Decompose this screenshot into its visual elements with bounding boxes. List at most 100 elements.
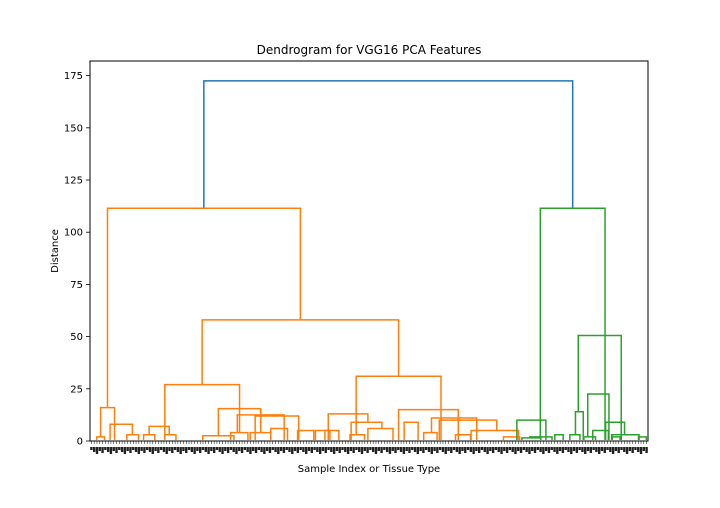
leaf-label-glyph: [274, 447, 277, 452]
leaf-label-glyph: [458, 447, 461, 454]
leaf-label-glyph: [355, 447, 358, 450]
leaf-label-glyph: [466, 447, 470, 450]
y-axis-label: Distance: [50, 229, 61, 273]
leaf-label-glyph: [399, 447, 403, 452]
leaf-label-glyph: [609, 447, 612, 452]
dendrogram-link: [106, 207, 302, 408]
leaf-label-glyph: [316, 447, 319, 452]
leaf-label-glyph: [620, 447, 623, 450]
leaf-label-glyph: [411, 447, 414, 450]
leaf-label-glyph: [360, 447, 364, 454]
leaf-label-glyph: [631, 447, 634, 453]
leaf-label-glyph: [104, 447, 107, 450]
leaf-label-glyph: [405, 447, 408, 451]
dendrogram-link: [164, 433, 177, 440]
dendrogram-link: [637, 436, 648, 440]
dendrogram-link: [521, 437, 542, 440]
leaf-label-glyph: [628, 447, 632, 451]
leaf-label-glyph: [570, 447, 573, 454]
leaf-label-glyph: [461, 447, 464, 451]
dendrogram-link: [249, 431, 272, 440]
leaf-label-glyph: [134, 447, 138, 452]
leaf-label-glyph: [171, 447, 174, 453]
leaf-label-glyph: [101, 447, 104, 453]
leaf-label-glyph: [575, 447, 579, 453]
leaf-label-glyph: [268, 447, 272, 453]
leaf-label-glyph: [478, 447, 481, 453]
dendrogram-link: [403, 421, 419, 440]
leaf-label-glyph: [151, 447, 154, 454]
leaf-label-glyph: [243, 447, 247, 450]
leaf-label-glyph: [625, 447, 629, 454]
leaf-label-glyph: [369, 447, 372, 450]
dendrogram-link: [528, 436, 553, 440]
leaf-label-glyph: [310, 447, 314, 453]
leaf-label-glyph: [531, 447, 534, 451]
leaf-label-glyph: [285, 447, 288, 450]
dendrogram-link: [324, 429, 340, 440]
leaf-label-glyph: [397, 447, 400, 450]
leaf-label-glyph: [639, 447, 643, 454]
leaf-label-glyph: [363, 447, 367, 451]
leaf-label-glyph: [617, 447, 620, 453]
leaf-label-glyph: [293, 447, 297, 451]
leaf-label-glyph: [349, 447, 353, 451]
leaf-label-glyph: [500, 447, 503, 454]
leaf-label-glyph: [427, 447, 431, 452]
leaf-label-glyph: [201, 447, 205, 450]
dendrogram-link: [236, 414, 285, 440]
chart-title: Dendrogram for VGG16 PCA Features: [257, 43, 482, 57]
dendrogram-link: [516, 419, 547, 440]
leaf-label-glyph: [257, 447, 260, 450]
leaf-label-glyph: [533, 447, 537, 453]
leaf-label-glyph: [371, 447, 375, 452]
leaf-label-glyph: [447, 447, 450, 451]
leaf-label-glyph: [455, 447, 459, 452]
leaf-label-glyph: [603, 447, 606, 453]
leaf-label-glyph: [246, 447, 249, 452]
dendrogram-link: [126, 433, 140, 440]
leaf-label-glyph: [165, 447, 168, 454]
leaf-label-glyph: [572, 447, 576, 451]
leaf-label-glyph: [129, 447, 132, 453]
leaf-label-glyph: [517, 447, 520, 451]
leaf-label-glyph: [550, 447, 553, 450]
leaf-label-glyph: [556, 447, 559, 454]
leaf-label-glyph: [302, 447, 305, 452]
leaf-label-glyph: [346, 447, 350, 454]
leaf-label-glyph: [95, 447, 99, 454]
dendrogram-links: [95, 80, 648, 440]
leaf-label-glyph: [584, 447, 587, 454]
leaf-label-glyph: [277, 447, 280, 454]
leaf-label-glyph: [109, 447, 113, 454]
leaf-label-glyph: [330, 447, 333, 452]
leaf-label-glyph: [408, 447, 411, 453]
dendrogram-link: [611, 436, 621, 440]
leaf-label-glyph: [291, 447, 294, 454]
leaf-label-glyph: [313, 447, 316, 450]
y-tick-label: 175: [64, 71, 83, 82]
dendrogram-link: [422, 431, 438, 440]
y-tick-label: 25: [70, 384, 83, 395]
leaf-label-glyph: [179, 447, 182, 454]
leaf-label-glyph: [519, 447, 523, 453]
leaf-label-glyph: [252, 447, 255, 451]
leaf-label-glyph: [358, 447, 361, 452]
leaf-label-glyph: [480, 447, 484, 450]
leaf-label-glyph: [430, 447, 433, 454]
leaf-label-glyph: [173, 447, 177, 450]
leaf-label-glyph: [542, 447, 545, 454]
leaf-label-glyph: [193, 447, 196, 454]
leaf-label-glyph: [600, 447, 604, 451]
leaf-label-glyph: [595, 447, 598, 452]
leaf-label-glyph: [182, 447, 185, 451]
leaf-label-glyph: [438, 447, 442, 450]
leaf-label-glyph: [341, 447, 344, 450]
dendrogram-link: [355, 375, 442, 440]
leaf-label-glyph: [528, 447, 531, 454]
leaf-label-glyph: [441, 447, 445, 452]
leaf-label-glyph: [416, 447, 420, 454]
leaf-label-glyph: [106, 447, 110, 452]
